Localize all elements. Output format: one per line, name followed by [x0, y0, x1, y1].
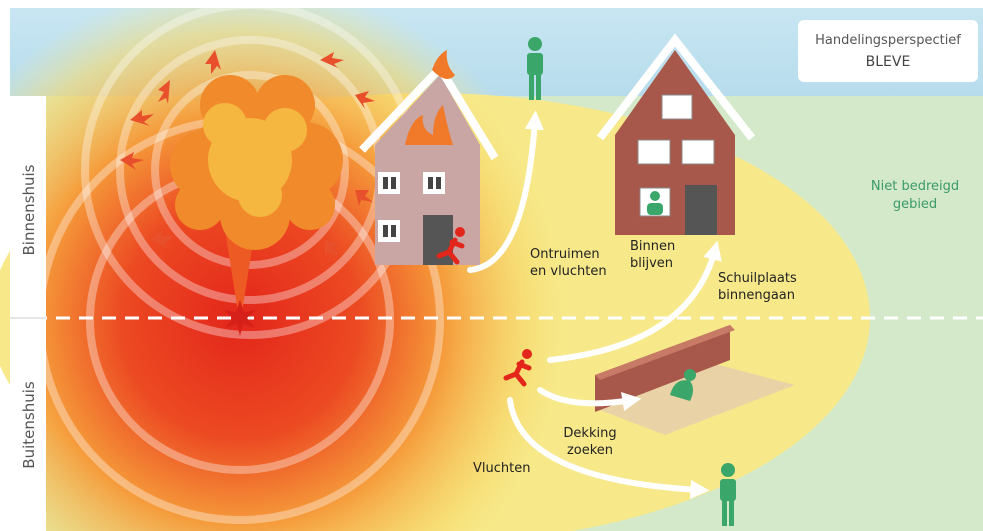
action-label: Vluchten — [473, 461, 530, 476]
infographic: Binnenshuis Buitenshuis — [0, 0, 983, 531]
title-box — [798, 20, 978, 82]
label-line: Ontruimen — [530, 247, 600, 262]
zone-label: Binnenshuis — [20, 164, 38, 255]
zone-label: Buitenshuis — [20, 381, 38, 469]
label-line: gebied — [893, 197, 937, 212]
label-line: Vluchten — [473, 461, 530, 476]
label-line: binnengaan — [718, 288, 795, 303]
label-line: blijven — [630, 256, 673, 271]
label-line: en vluchten — [530, 264, 607, 279]
label-line: Schuilplaats — [718, 271, 797, 286]
label-line: Binnen — [630, 239, 675, 254]
label-line: Niet bedreigd — [871, 179, 959, 194]
title: Handelingsperspectief — [815, 33, 961, 48]
subtitle: BLEVE — [866, 54, 911, 70]
label-line: Dekking — [563, 426, 616, 441]
label-line: zoeken — [567, 443, 613, 458]
